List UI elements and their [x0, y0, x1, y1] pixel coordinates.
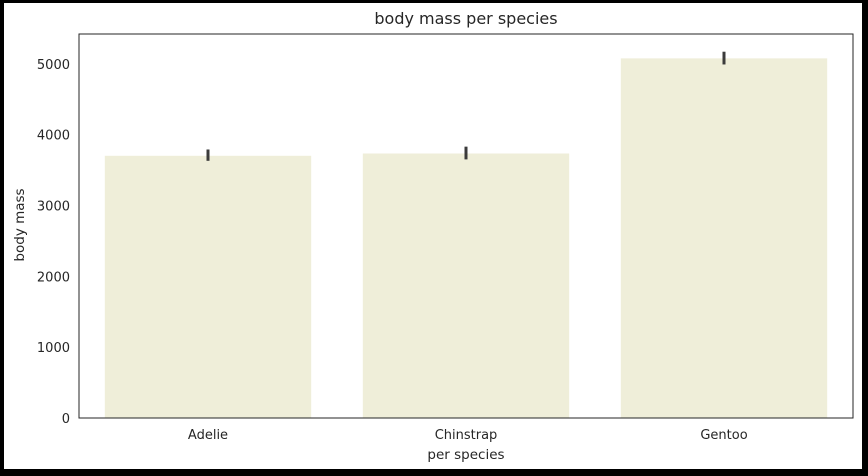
plot-area	[78, 33, 854, 419]
x-tick-label: Gentoo	[700, 428, 747, 443]
x-tick-label: Adelie	[188, 428, 228, 443]
plot-frame	[78, 33, 854, 419]
bar-chinstrap	[362, 153, 570, 418]
chart-title: body mass per species	[374, 9, 557, 28]
y-axis: 0 1000 2000 3000 4000 5000	[37, 58, 70, 427]
y-tick-label: 3000	[37, 199, 70, 214]
bar-chart: body mass per species 0 1000 2000 3000 4000 5…	[12, 9, 854, 463]
y-tick-label: 0	[62, 412, 70, 427]
x-axis: Adelie Chinstrap Gentoo	[188, 428, 748, 443]
x-tick-label: Chinstrap	[435, 428, 498, 443]
y-tick-label: 4000	[37, 129, 70, 144]
y-axis-label: body mass	[12, 188, 28, 261]
chart-figure: body mass per species 0 1000 2000 3000 4000 5…	[4, 3, 862, 469]
bar-gentoo	[620, 58, 828, 419]
y-tick-label: 5000	[37, 58, 70, 73]
bar-adelie	[104, 155, 312, 418]
y-tick-label: 2000	[37, 270, 70, 285]
y-tick-label: 1000	[37, 341, 70, 356]
x-axis-label: per species	[427, 447, 504, 463]
